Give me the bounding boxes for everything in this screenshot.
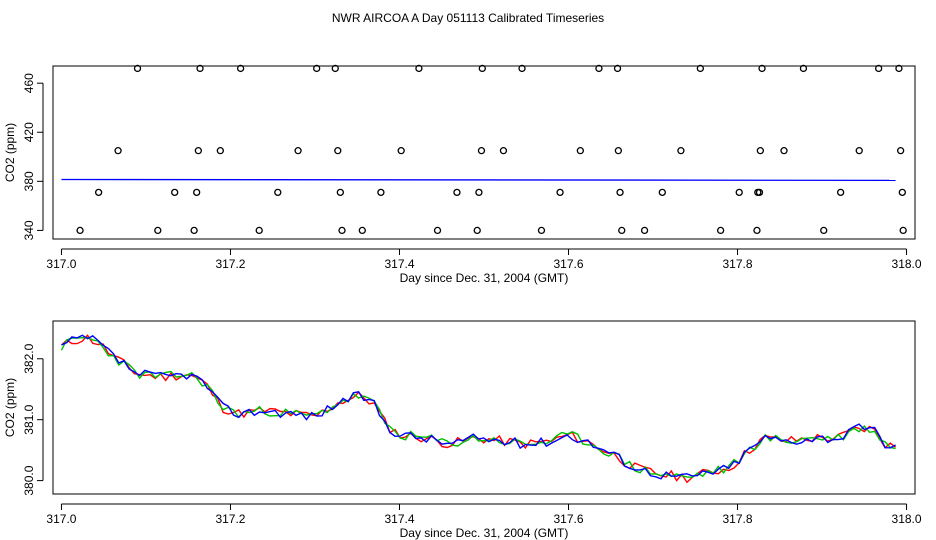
data-point (780, 147, 788, 155)
co2-series-line (61, 334, 896, 480)
data-point (114, 147, 122, 155)
data-point (377, 188, 385, 197)
y-tick-label: 382.0 (22, 343, 36, 373)
data-point (473, 226, 481, 235)
data-point (274, 188, 282, 197)
x-tick-label: 317.4 (384, 257, 414, 271)
data-point (94, 188, 103, 197)
data-point (614, 147, 623, 155)
data-point (658, 188, 666, 197)
data-point (618, 226, 626, 235)
data-point (415, 64, 423, 73)
bottom-panel-x-axis: 317.0 317.2 317.4 317.6 317.8 318.0 (46, 503, 922, 526)
data-point (255, 226, 263, 235)
data-point (475, 188, 483, 197)
x-tick-label: 317.2 (215, 257, 245, 271)
data-point (76, 226, 84, 235)
data-point (799, 64, 808, 73)
data-point (735, 188, 743, 197)
data-point (433, 226, 442, 235)
x-tick-label: 318.0 (892, 512, 922, 526)
data-point (898, 188, 906, 197)
data-point (640, 226, 649, 235)
x-tick-label: 317.0 (46, 257, 76, 271)
data-point (896, 147, 905, 155)
co2-series-line (61, 334, 897, 484)
top-panel-x-axis: 317.0 317.2 317.4 317.6 317.8 318.0 (46, 248, 922, 271)
top-panel-y-axis: 340 380 420 460 (22, 73, 44, 240)
data-point (820, 226, 828, 235)
data-point (216, 147, 224, 155)
data-point (899, 226, 907, 235)
data-point (499, 147, 508, 155)
data-point (194, 147, 203, 155)
top-panel-co2-scatter: 317.0 317.2 317.4 317.6 317.8 318.0 340 380 420… (3, 64, 922, 285)
co2-series-line (60, 336, 896, 479)
bottom-panel-y-label: CO2 (ppm) (3, 378, 17, 437)
y-tick-label: 380.0 (22, 465, 36, 495)
data-point (696, 64, 704, 73)
data-point (758, 64, 766, 73)
data-point (334, 147, 342, 155)
x-tick-label: 317.6 (553, 257, 583, 271)
data-point (453, 188, 461, 197)
data-point (358, 226, 366, 235)
y-tick-label: 380 (22, 171, 36, 191)
data-point (556, 188, 564, 197)
data-point (616, 188, 624, 197)
data-point (236, 64, 245, 73)
data-point (478, 64, 486, 73)
bottom-panel-co2-timeseries: 317.0 317.2 317.4 317.6 317.8 318.0 380.0 381.… (3, 320, 922, 540)
co2-reference-line (61, 178, 896, 182)
top-panel-data-marks (61, 64, 907, 235)
x-tick-label: 317.8 (723, 257, 753, 271)
data-point (338, 226, 346, 235)
data-point (477, 147, 486, 155)
top-panel-x-label: Day since Dec. 31, 2004 (GMT) (400, 271, 569, 285)
x-tick-label: 317.4 (384, 512, 414, 526)
data-point (193, 188, 201, 197)
bottom-panel-data-marks (60, 334, 897, 484)
data-point (595, 64, 603, 73)
y-tick-label: 381.0 (22, 404, 36, 434)
data-point (294, 147, 302, 155)
data-point (855, 147, 863, 155)
data-point (133, 64, 142, 73)
y-tick-label: 460 (22, 73, 36, 93)
data-point (336, 188, 344, 197)
data-point (518, 64, 526, 73)
bottom-panel-x-label: Day since Dec. 31, 2004 (GMT) (400, 526, 569, 540)
data-point (756, 147, 764, 155)
data-point (716, 226, 725, 235)
top-panel-y-label: CO2 (ppm) (3, 123, 17, 182)
data-point (154, 226, 162, 235)
data-point (196, 64, 204, 73)
data-point (190, 226, 198, 235)
x-tick-label: 317.0 (46, 512, 76, 526)
x-tick-label: 317.6 (553, 512, 583, 526)
x-tick-label: 318.0 (892, 257, 922, 271)
data-point (331, 64, 339, 73)
data-point (836, 188, 845, 197)
data-point (397, 147, 405, 155)
x-tick-label: 317.8 (723, 512, 753, 526)
data-point (613, 64, 622, 73)
data-point (171, 188, 179, 197)
data-point (755, 188, 764, 197)
figure-title: NWR AIRCOA A Day 051113 Calibrated Times… (332, 11, 604, 25)
data-point (677, 147, 685, 155)
x-tick-label: 317.2 (215, 512, 245, 526)
data-point (895, 64, 903, 73)
data-point (576, 147, 584, 155)
y-tick-label: 420 (22, 122, 36, 142)
data-point (313, 64, 321, 73)
data-point (537, 226, 546, 235)
data-point (875, 64, 883, 73)
y-tick-label: 340 (22, 220, 36, 240)
data-point (753, 226, 761, 235)
bottom-panel-frame (52, 320, 916, 495)
bottom-panel-y-axis: 380.0 381.0 382.0 (22, 343, 44, 496)
